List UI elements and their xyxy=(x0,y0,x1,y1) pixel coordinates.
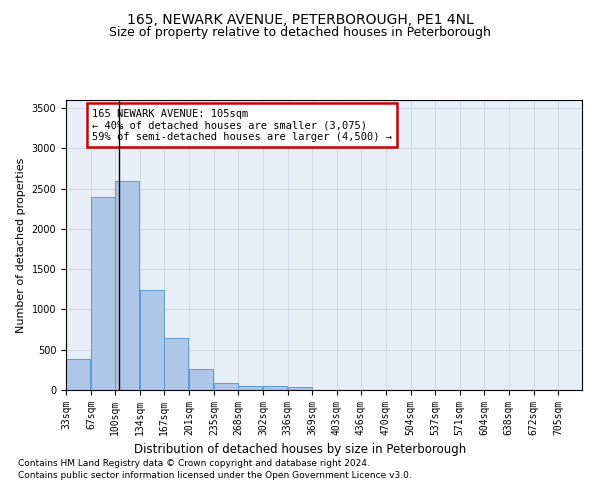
Bar xyxy=(189,369,213,390)
Text: Contains public sector information licensed under the Open Government Licence v3: Contains public sector information licen… xyxy=(18,471,412,480)
Bar xyxy=(238,386,262,390)
Bar xyxy=(263,386,287,390)
Bar xyxy=(91,196,115,390)
Bar xyxy=(164,338,188,390)
Text: Distribution of detached houses by size in Peterborough: Distribution of detached houses by size … xyxy=(134,442,466,456)
Bar xyxy=(140,290,164,390)
Bar xyxy=(288,387,311,390)
Text: 165 NEWARK AVENUE: 105sqm
← 40% of detached houses are smaller (3,075)
59% of se: 165 NEWARK AVENUE: 105sqm ← 40% of detac… xyxy=(92,108,392,142)
Bar xyxy=(66,358,90,390)
Y-axis label: Number of detached properties: Number of detached properties xyxy=(16,158,26,332)
Text: Size of property relative to detached houses in Peterborough: Size of property relative to detached ho… xyxy=(109,26,491,39)
Text: Contains HM Land Registry data © Crown copyright and database right 2024.: Contains HM Land Registry data © Crown c… xyxy=(18,458,370,468)
Text: 165, NEWARK AVENUE, PETERBOROUGH, PE1 4NL: 165, NEWARK AVENUE, PETERBOROUGH, PE1 4N… xyxy=(127,12,473,26)
Bar xyxy=(214,383,238,390)
Bar xyxy=(115,180,139,390)
